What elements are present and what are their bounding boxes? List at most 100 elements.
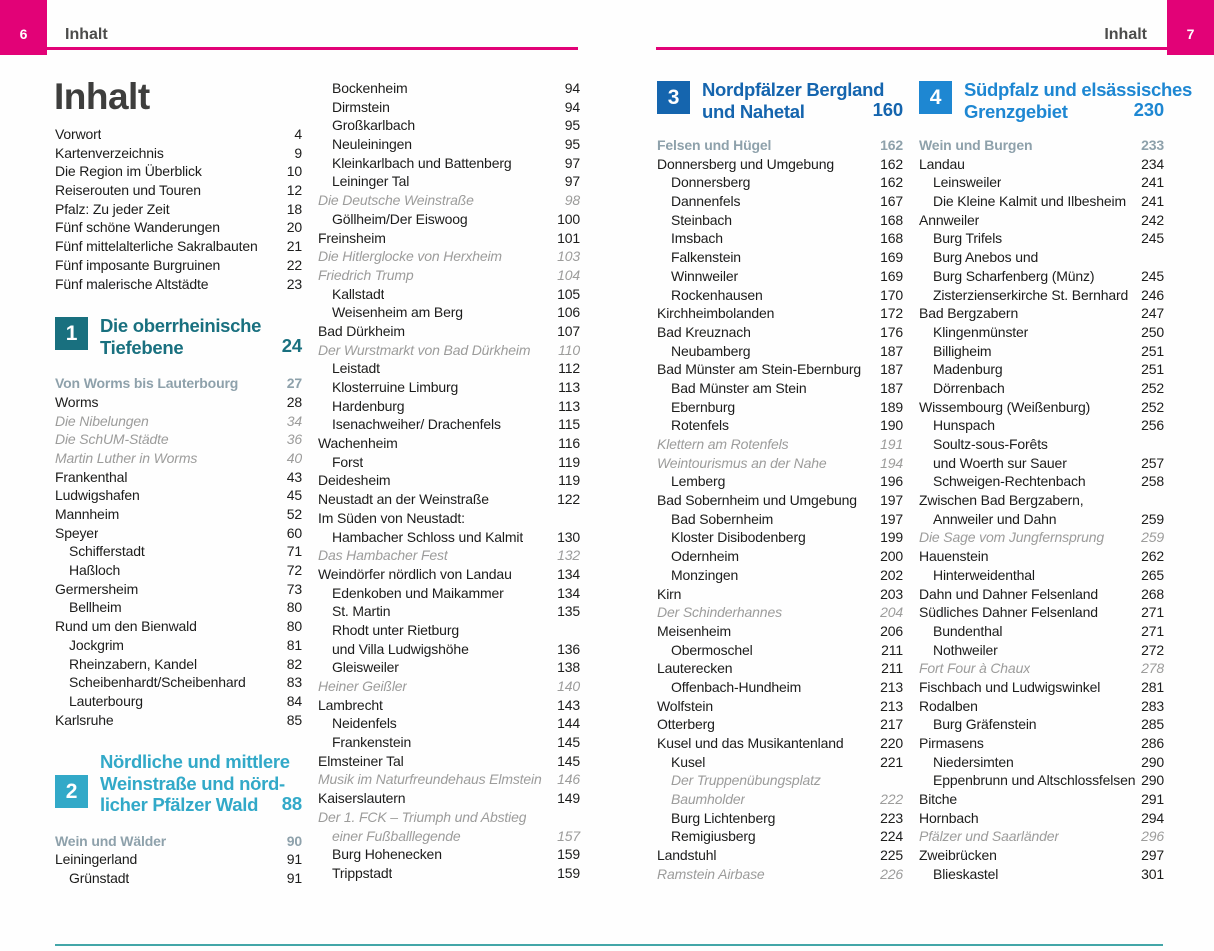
toc-insert-entry: Die Deutsche Weinstraße 98 [318,191,580,210]
entry-page-number: 90 [286,832,302,849]
chapter-page-number: 230 [1133,99,1165,120]
spacer [55,816,302,832]
toc-entry: Im Süden von Neustadt: [318,509,580,528]
entry-label: Kallstadt [332,285,385,302]
chapter-number-badge: 4 [919,81,952,114]
entry-label: Göllheim/Der Eiswoog [332,210,468,227]
toc-entry: Burg Hohenecken 159 [318,845,580,864]
entry-page-number: 136 [557,640,580,657]
entry-label: Winnweiler [671,267,738,284]
entry-page-number: 246 [1141,286,1164,303]
toc-entry: Die Kleine Kalmit und Ilbesheim 241 [919,192,1164,211]
group-heading: Wein und Wälder 90 [55,832,302,851]
toc-insert-entry: Weintourismus an der Nahe 194 [657,454,903,473]
chapter-title-line: Südpfalz und elsässisches [964,79,1192,100]
toc-entry: Rhodt unter Rietburg [318,621,580,640]
entry-page-number: 36 [286,431,302,448]
entry-label: Die Nibelungen [55,412,149,429]
entry-page-number: 28 [286,393,302,410]
toc-entry: Edenkoben und Maikammer 134 [318,584,580,603]
entry-label: Hornbach [919,809,979,826]
toc-entry: Annweiler und Dahn 259 [919,510,1164,529]
entry-page-number: 272 [1141,641,1164,658]
entry-page-number: 200 [880,548,903,565]
entry-page-number: 213 [880,678,903,695]
entry-page-number: 27 [286,375,302,392]
toc-entry: Fünf mittelalterliche Sakralbauten 21 [55,237,302,256]
entry-page-number: 82 [286,655,302,672]
entry-page-number: 189 [880,398,903,415]
entry-label: Donnersberg [671,174,751,191]
entry-page-number: 116 [558,435,580,452]
entry-label: Neubamberg [671,342,751,359]
toc-entry: Bad Bergzabern 247 [919,304,1164,323]
entry-label: Lauterecken [657,660,733,677]
toc-entry: Dannenfels 167 [657,192,903,211]
toc-entry: Hunspach 256 [919,416,1164,435]
toc-entry: Bitche 291 [919,790,1164,809]
entry-page-number: 241 [1141,174,1164,191]
entry-label: Speyer [55,524,99,541]
entry-page-number: 113 [558,379,580,395]
toc-entry: Kartenverzeichnis 9 [55,144,302,163]
entry-label: Fischbach und Ludwigswinkel [919,678,1101,695]
entry-label: Musik im Naturfreundehaus Elmstein [318,771,542,788]
toc-entry: Otterberg 217 [657,715,903,734]
entry-page-number: 81 [286,636,302,653]
bottom-rule [55,944,1163,946]
entry-label: Felsen und Hügel [657,137,772,153]
entry-page-number: 213 [880,697,903,714]
entry-label: Blieskastel [933,865,999,882]
toc-entry: Hornbach 294 [919,809,1164,828]
toc-entry: Frankenthal 43 [55,468,302,487]
toc-entry: Rodalben 283 [919,697,1164,716]
entry-label: Hunspach [933,417,995,434]
entry-page-number: 138 [557,659,580,676]
toc-insert-entry: Klettern am Rotenfels 191 [657,435,903,454]
entry-page-number: 259 [1141,529,1164,546]
toc-entry: Deidesheim 119 [318,471,580,490]
toc-entry: Burg Trifels 245 [919,229,1164,248]
toc-entry: Burg Scharfenberg (Münz) 245 [919,267,1164,286]
toc-entry: Die Region im Überblick 10 [55,162,302,181]
entry-page-number: 80 [286,599,302,616]
toc-entry: und Villa Ludwigshöhe 136 [318,640,580,659]
entry-label: Niedersimten [933,753,1014,770]
entry-label: Bitche [919,791,958,808]
entry-page-number: 113 [558,397,580,414]
entry-page-number: 226 [880,865,903,882]
toc-entry: Frankenstein 145 [318,733,580,752]
group-heading: Von Worms bis Lauterbourg 27 [55,374,302,393]
entry-label: Jockgrim [69,636,124,653]
entry-page-number: 162 [880,174,903,191]
entry-page-number: 97 [564,154,580,171]
entry-label: Fünf malerische Altstädte [55,275,209,292]
toc-insert-entry: Die Hitlerglocke von Herxheim 103 [318,247,580,266]
entry-page-number: 283 [1141,697,1164,714]
entry-label: Der Truppenübungsplatz [671,772,821,789]
entry-label: Hambacher Schloss und Kalmit [332,528,524,545]
toc-entry: Pfalz: Zu jeder Zeit 18 [55,200,302,219]
entry-label: Dörrenbach [933,379,1005,396]
entry-label: Kusel [671,753,706,770]
entry-label: Großkarlbach [332,117,416,134]
entry-label: Bad Sobernheim und Umgebung [657,492,857,509]
entry-page-number: 103 [557,248,580,265]
entry-label: Fort Four à Chaux [919,660,1031,677]
entry-page-number: 12 [286,182,302,199]
toc-entry: Annweiler 242 [919,211,1164,230]
toc-entry: Steinbach 168 [657,211,903,230]
entry-label: Forst [332,453,364,470]
entry-label: Bellheim [69,599,122,616]
entry-page-number: 291 [1141,791,1164,808]
entry-page-number: 247 [1141,305,1164,322]
entry-page-number: 115 [558,416,580,433]
toc-entry: Lauterecken 211 [657,659,903,678]
entry-label: Neuleiningen [332,136,412,153]
entry-page-number: 271 [1141,622,1164,639]
entry-label: Weisenheim am Berg [332,304,463,321]
entry-label: Landstuhl [657,847,717,864]
entry-page-number: 145 [557,752,580,769]
entry-label: Eppenbrunn und Altschlossfelsen [933,772,1136,789]
toc-insert-entry: Musik im Naturfreundehaus Elmstein 146 [318,770,580,789]
